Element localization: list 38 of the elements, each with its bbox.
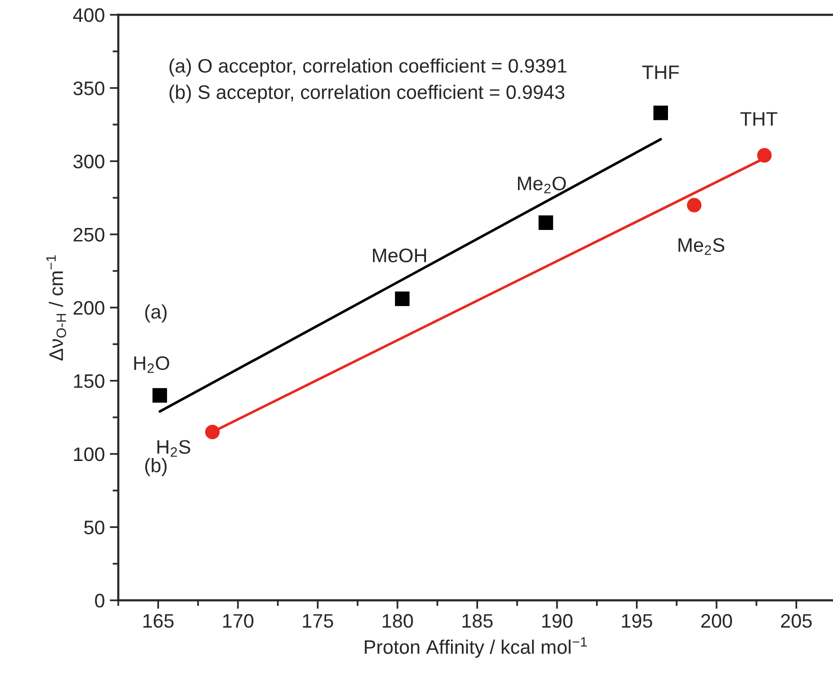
x-tick-label: 190 — [542, 614, 572, 628]
annotation: (b) S acceptor, correlation coefficient = 0.9943 — [170, 84, 564, 103]
annotation: MeOH — [372, 248, 426, 262]
annotation: Me$_{2}$O — [518, 176, 566, 194]
point — [686, 198, 702, 212]
y-tick-label: 350 — [73, 81, 104, 96]
x-tick-label: 175 — [302, 614, 334, 628]
x-tick-label: 170 — [223, 614, 254, 628]
annotation: (a) — [145, 304, 167, 322]
x-tick-label: 185 — [462, 614, 493, 628]
x-axis-title: Proton Affinity / kcal mol$^{−1}$ — [364, 637, 587, 658]
y-tick-label: 400 — [73, 8, 104, 22]
point — [653, 106, 668, 120]
y-tick-label: 150 — [74, 374, 104, 388]
point — [205, 424, 220, 440]
x-tick-label: 205 — [781, 614, 812, 628]
y-tick-label: 300 — [73, 154, 104, 168]
annotation: H$_{2}$S — [157, 440, 190, 457]
annotation: THF — [642, 66, 679, 80]
annotation: (b) — [145, 458, 167, 476]
point — [757, 148, 772, 163]
y-tick-label: 50 — [84, 520, 104, 534]
point — [394, 291, 410, 306]
y-tick-label: 0 — [95, 594, 104, 608]
annotation: (a) O acceptor, correlation coefficient = 0.9391 — [170, 58, 566, 77]
x-tick-label: 195 — [622, 614, 652, 628]
point — [538, 215, 554, 230]
annotation: Me$_{2}$S — [678, 238, 724, 255]
y-tick-label: 100 — [74, 447, 104, 462]
x-tick-label: 180 — [382, 614, 413, 628]
annotation: H$_{2}$O — [134, 356, 170, 373]
point — [152, 388, 168, 403]
annotation: THT — [740, 112, 778, 126]
y-axis-title: Δν$_{O-H}$ / cm$^{−1}$ — [46, 255, 66, 361]
x-tick-label: 165 — [143, 614, 174, 628]
y-tick-label: 200 — [74, 301, 104, 315]
x-tick-label: 200 — [701, 614, 732, 628]
y-tick-label: 250 — [74, 228, 104, 242]
